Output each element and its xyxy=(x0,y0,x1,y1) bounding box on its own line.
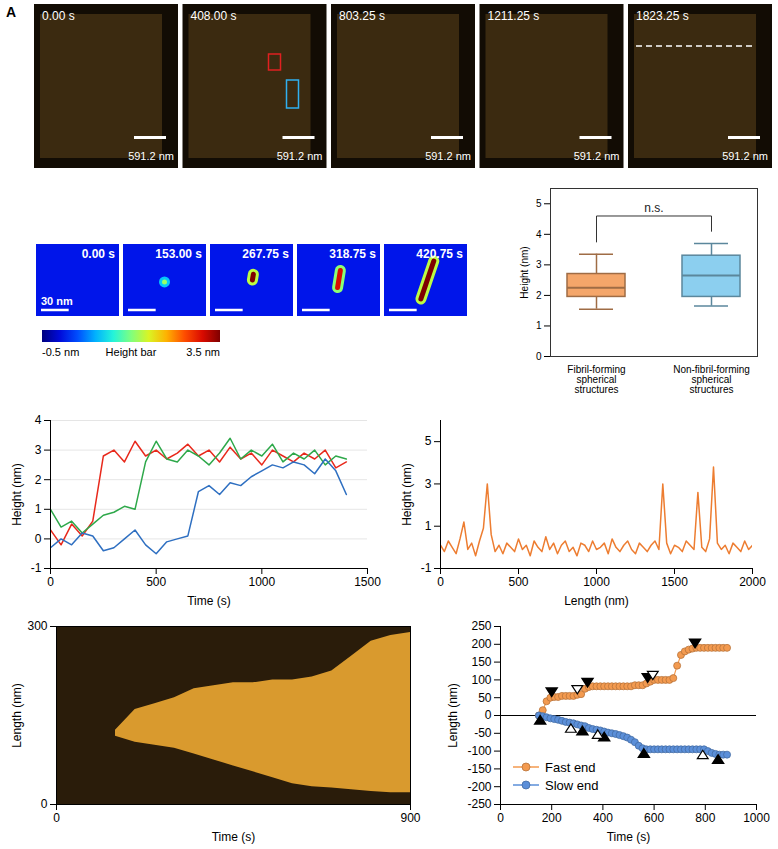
svg-text:2000: 2000 xyxy=(739,575,766,589)
svg-text:1823.25 s: 1823.25 s xyxy=(636,9,689,23)
svg-text:200: 200 xyxy=(471,637,491,651)
svg-text:1500: 1500 xyxy=(661,575,688,589)
svg-text:Fibril-formingsphericalstructu: Fibril-formingsphericalstructures xyxy=(567,364,625,395)
svg-text:591.2 nm: 591.2 nm xyxy=(425,150,471,162)
svg-text:0: 0 xyxy=(437,575,444,589)
svg-text:800: 800 xyxy=(695,811,715,825)
svg-text:153.00 s: 153.00 s xyxy=(155,247,202,261)
svg-text:1000: 1000 xyxy=(583,575,610,589)
svg-text:3.5 nm: 3.5 nm xyxy=(186,346,220,358)
svg-text:1500: 1500 xyxy=(354,575,381,589)
svg-text:50: 50 xyxy=(478,691,492,705)
svg-text:591.2 nm: 591.2 nm xyxy=(277,150,323,162)
svg-text:Height (nm): Height (nm) xyxy=(400,463,414,526)
svg-text:0: 0 xyxy=(41,797,48,811)
svg-text:-150: -150 xyxy=(467,762,491,776)
svg-text:4: 4 xyxy=(536,229,542,240)
svg-text:Height (nm): Height (nm) xyxy=(519,246,530,298)
svg-text:100: 100 xyxy=(471,673,491,687)
svg-text:0: 0 xyxy=(485,708,492,722)
svg-text:Length (nm): Length (nm) xyxy=(10,683,24,748)
svg-text:5: 5 xyxy=(425,434,432,448)
svg-text:-250: -250 xyxy=(467,797,491,811)
svg-text:1: 1 xyxy=(425,519,432,533)
svg-text:Length (nm): Length (nm) xyxy=(446,683,460,748)
svg-text:0: 0 xyxy=(536,351,542,362)
svg-text:803.25 s: 803.25 s xyxy=(339,9,385,23)
svg-text:250: 250 xyxy=(471,619,491,633)
svg-text:0: 0 xyxy=(53,811,60,825)
svg-text:400: 400 xyxy=(593,811,613,825)
svg-text:318.75 s: 318.75 s xyxy=(329,247,376,261)
svg-text:1000: 1000 xyxy=(743,811,770,825)
svg-text:0: 0 xyxy=(35,532,42,546)
svg-text:150: 150 xyxy=(471,655,491,669)
svg-text:-1: -1 xyxy=(421,561,432,575)
svg-text:0.00 s: 0.00 s xyxy=(42,9,75,23)
svg-text:Length (nm): Length (nm) xyxy=(564,594,629,608)
svg-text:-0.5 nm: -0.5 nm xyxy=(42,346,79,358)
svg-text:0.00 s: 0.00 s xyxy=(82,247,116,261)
svg-text:500: 500 xyxy=(508,575,528,589)
svg-text:600: 600 xyxy=(644,811,664,825)
svg-text:-50: -50 xyxy=(474,726,492,740)
svg-text:0: 0 xyxy=(497,811,504,825)
svg-text:0: 0 xyxy=(47,575,54,589)
svg-text:1: 1 xyxy=(536,320,542,331)
svg-text:2: 2 xyxy=(35,473,42,487)
svg-text:300: 300 xyxy=(27,619,47,633)
svg-text:-200: -200 xyxy=(467,780,491,794)
svg-text:-1: -1 xyxy=(31,561,42,575)
svg-text:420.75 s: 420.75 s xyxy=(416,247,463,261)
svg-text:5: 5 xyxy=(536,198,542,209)
svg-text:267.75 s: 267.75 s xyxy=(242,247,289,261)
svg-text:591.2 nm: 591.2 nm xyxy=(574,150,620,162)
html-text:Slow end: Slow end xyxy=(545,777,599,793)
svg-text:3: 3 xyxy=(35,443,42,457)
svg-text:3: 3 xyxy=(536,259,542,270)
svg-text:900: 900 xyxy=(400,811,420,825)
svg-text:Height bar: Height bar xyxy=(106,346,157,358)
svg-text:591.2 nm: 591.2 nm xyxy=(722,150,768,162)
html-text:Fast end: Fast end xyxy=(545,759,596,775)
svg-text:200: 200 xyxy=(542,811,562,825)
svg-text:2: 2 xyxy=(536,290,542,301)
svg-text:408.00 s: 408.00 s xyxy=(191,9,237,23)
svg-text:Non-fibril-formingsphericalstr: Non-fibril-formingsphericalstructures xyxy=(673,364,750,395)
svg-text:1211.25 s: 1211.25 s xyxy=(488,9,540,23)
svg-text:500: 500 xyxy=(146,575,166,589)
svg-text:Height (nm): Height (nm) xyxy=(10,463,24,526)
html-text:A: A xyxy=(6,4,17,20)
svg-text:-100: -100 xyxy=(467,744,491,758)
svg-text:Time (s): Time (s) xyxy=(607,830,651,844)
svg-text:n.s.: n.s. xyxy=(644,201,663,215)
svg-text:Time (s): Time (s) xyxy=(212,830,256,844)
svg-text:Time (s): Time (s) xyxy=(187,594,231,608)
svg-text:1000: 1000 xyxy=(248,575,275,589)
svg-text:4: 4 xyxy=(35,413,42,427)
svg-text:1: 1 xyxy=(35,502,42,516)
svg-text:3: 3 xyxy=(425,477,432,491)
svg-text:591.2 nm: 591.2 nm xyxy=(128,150,174,162)
svg-text:30 nm: 30 nm xyxy=(41,295,73,307)
